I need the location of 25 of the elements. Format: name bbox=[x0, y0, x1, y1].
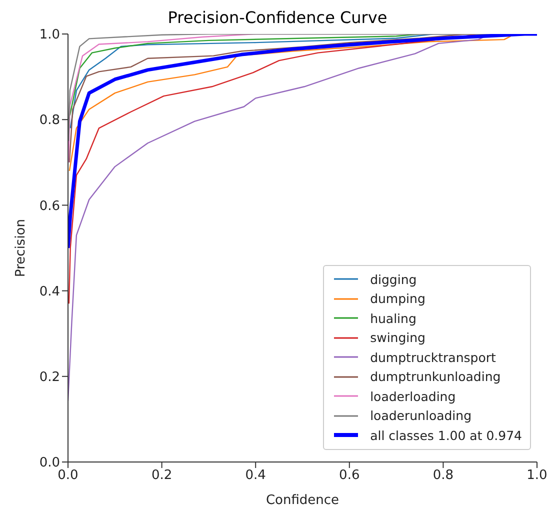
x-tick-label: 0.2 bbox=[151, 468, 172, 484]
legend-label: dumptrucktransport bbox=[370, 348, 496, 367]
y-tick-label: 0.0 bbox=[39, 456, 60, 471]
x-tick-label: 0.6 bbox=[339, 468, 360, 484]
x-tick-label: 0.4 bbox=[245, 468, 266, 484]
legend-label: dumping bbox=[370, 290, 426, 308]
y-axis-title: Precision bbox=[14, 218, 29, 278]
line-series bbox=[68, 34, 537, 250]
x-tick-label: 0.8 bbox=[432, 468, 454, 484]
x-tick-label: 0.0 bbox=[58, 468, 78, 484]
y-tick-label: 0.6 bbox=[39, 198, 60, 214]
legend-label: loaderloading bbox=[370, 388, 456, 406]
legend-label: digging bbox=[370, 270, 417, 289]
chart-title: Precision-Confidence Curve bbox=[166, 8, 388, 28]
x-tick-label: 1.0 bbox=[526, 468, 548, 484]
y-tick-label: 1.0 bbox=[39, 28, 60, 43]
legend-label: hualing bbox=[370, 310, 416, 328]
legend-label: loaderunloading bbox=[370, 407, 472, 425]
x-axis-title: Confidence bbox=[266, 493, 340, 508]
legend-label: swinging bbox=[370, 329, 426, 347]
y-tick-label: 0.4 bbox=[39, 284, 60, 300]
y-tick-label: 0.8 bbox=[39, 113, 60, 128]
legend-label: dumptrunkunloading bbox=[370, 368, 501, 386]
legend-label: all classes 1.00 at 0.974 bbox=[370, 426, 522, 444]
y-tick-label: 0.2 bbox=[39, 370, 60, 386]
